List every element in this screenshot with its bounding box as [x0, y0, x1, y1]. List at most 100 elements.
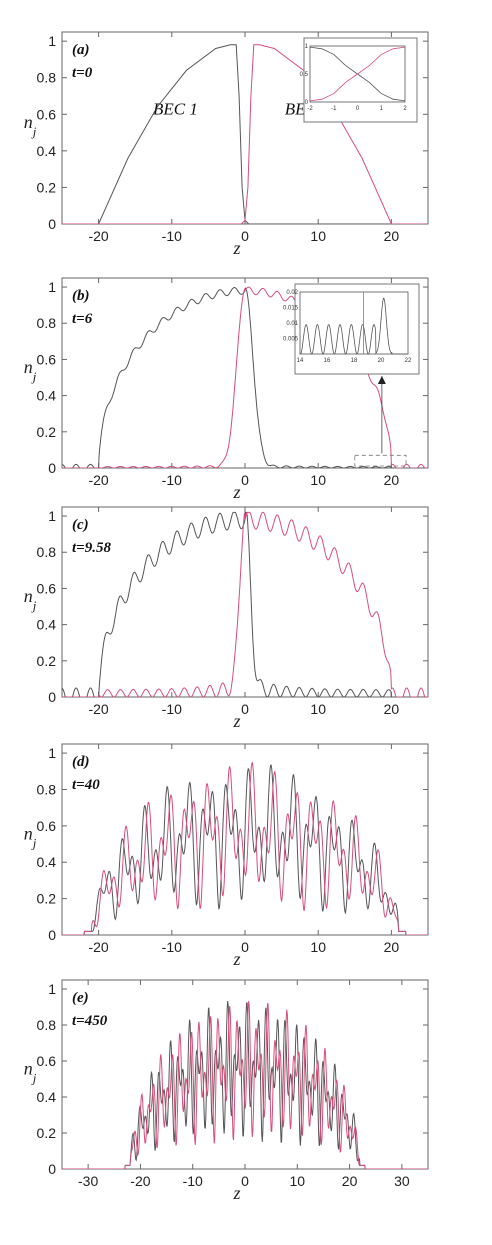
- x-tick-label: -20: [130, 1173, 150, 1189]
- zoom-arrow-head: [377, 376, 386, 384]
- time-label: t=0: [72, 65, 93, 81]
- y-axis-subscript: j: [31, 598, 37, 613]
- y-tick-label: 0.4: [37, 143, 57, 159]
- y-tick-label: 0.6: [37, 580, 57, 596]
- panel-label: (c): [72, 517, 89, 533]
- x-tick-label: 20: [384, 472, 400, 488]
- y-tick-label: 0.8: [37, 1017, 57, 1033]
- series-line-1: [62, 1000, 428, 1169]
- x-tick-label: -10: [162, 472, 182, 488]
- annotation-bec1: BEC 1: [153, 99, 198, 118]
- x-tick-label: -10: [162, 701, 182, 717]
- x-tick-label: -10: [183, 1173, 203, 1189]
- x-axis-label: z: [232, 482, 240, 502]
- time-label: t=450: [72, 1013, 108, 1029]
- inset-x-tick-label: -2: [307, 106, 313, 112]
- series-line-1: [62, 44, 428, 224]
- y-tick-label: 1: [48, 508, 56, 524]
- x-tick-label: -20: [88, 228, 108, 244]
- panel-label: (b): [72, 288, 90, 304]
- y-tick-label: 0.6: [37, 818, 57, 834]
- panel-label: (a): [72, 42, 90, 58]
- inset-y-tick-label: 0.5: [300, 72, 309, 78]
- inset-y-tick-label: 0: [305, 100, 309, 106]
- x-tick-label: 20: [384, 228, 400, 244]
- x-tick-label: 10: [310, 472, 326, 488]
- y-tick-label: 1: [48, 33, 56, 49]
- y-axis-label: nj: [24, 824, 37, 851]
- y-tick-label: 0.4: [37, 1089, 57, 1105]
- x-tick-label: 30: [394, 1173, 410, 1189]
- x-tick-label: 0: [241, 701, 249, 717]
- inset-x-tick-label: 22: [405, 358, 412, 364]
- y-tick-label: 0.6: [37, 1053, 57, 1069]
- x-tick-label: 0: [241, 939, 249, 955]
- x-tick-label: 20: [342, 1173, 358, 1189]
- y-tick-label: 0.2: [37, 424, 57, 440]
- y-tick-label: 1: [48, 279, 56, 295]
- y-tick-label: 0.2: [37, 653, 57, 669]
- inset-x-tick-label: 18: [351, 358, 358, 364]
- chart-panel-2: 0 0.2 0.4 0.6 0.8 1 -20 -10 0 10 20 z nj (c) t=9.58: [24, 506, 429, 731]
- x-axis-label: z: [232, 711, 240, 731]
- time-label: t=6: [72, 311, 93, 327]
- y-tick-label: 0.8: [37, 315, 57, 331]
- chart-panel-3: 0 0.2 0.4 0.6 0.8 1 -20 -10 0 10 20 z nj (d) t=40: [24, 743, 429, 969]
- inset-x-tick-label: 0: [356, 106, 360, 112]
- series-line-1: [62, 511, 428, 697]
- x-tick-label: -20: [88, 939, 108, 955]
- y-tick-label: 0: [48, 927, 56, 943]
- y-tick-label: 0.4: [37, 617, 57, 633]
- y-tick-label: 0.6: [37, 106, 57, 122]
- inset-x-tick-label: -1: [331, 106, 337, 112]
- y-axis-subscript: j: [31, 369, 37, 384]
- x-tick-label: 0: [241, 228, 249, 244]
- time-label: t=40: [72, 777, 100, 793]
- y-tick-label: 0: [48, 1161, 56, 1177]
- inset-x-tick-label: 1: [380, 106, 384, 112]
- panel-label: (d): [72, 754, 90, 770]
- inset-series-osc: [299, 297, 408, 355]
- x-axis-label: z: [232, 1183, 240, 1203]
- x-tick-label: 10: [289, 1173, 305, 1189]
- y-axis-label: nj: [24, 1059, 37, 1086]
- x-tick-label: -10: [162, 228, 182, 244]
- plot-frame: [61, 506, 429, 698]
- inset-frame: [299, 291, 409, 355]
- y-tick-label: 1: [48, 745, 56, 761]
- inset-y-tick-label: 1: [305, 44, 309, 50]
- y-tick-label: 0.6: [37, 351, 57, 367]
- x-tick-label: -10: [162, 939, 182, 955]
- y-tick-label: 0: [48, 216, 56, 232]
- y-axis-subscript: j: [31, 835, 37, 850]
- inset-x-tick-label: 14: [297, 358, 304, 364]
- series-line-0: [62, 1000, 428, 1169]
- inset-series-1: [309, 46, 406, 102]
- x-tick-label: 10: [310, 939, 326, 955]
- y-axis-subscript: j: [31, 1070, 37, 1085]
- y-tick-label: 0.8: [37, 544, 57, 560]
- series-line-1: [62, 761, 428, 935]
- y-axis-label: nj: [24, 586, 37, 613]
- y-tick-label: 1: [48, 981, 56, 997]
- x-tick-label: 20: [384, 939, 400, 955]
- y-tick-label: 0.8: [37, 781, 57, 797]
- panel-label: (e): [72, 990, 89, 1006]
- inset-x-tick-label: 20: [378, 358, 385, 364]
- y-tick-label: 0: [48, 460, 56, 476]
- y-tick-label: 0.2: [37, 891, 57, 907]
- y-tick-label: 0.2: [37, 179, 57, 195]
- inset-y-tick-label: 0.01: [286, 321, 298, 327]
- zoom-box: [354, 454, 407, 467]
- y-tick-label: 0.4: [37, 854, 57, 870]
- inset-y-tick-label: 0.02: [286, 290, 298, 296]
- x-tick-label: 0: [241, 1173, 249, 1189]
- x-tick-label: 20: [384, 701, 400, 717]
- y-axis-label: nj: [24, 357, 37, 384]
- inset-x-tick-label: 16: [324, 358, 331, 364]
- y-tick-label: 0.4: [37, 388, 57, 404]
- x-tick-label: -20: [88, 472, 108, 488]
- series-line-0: [62, 764, 428, 935]
